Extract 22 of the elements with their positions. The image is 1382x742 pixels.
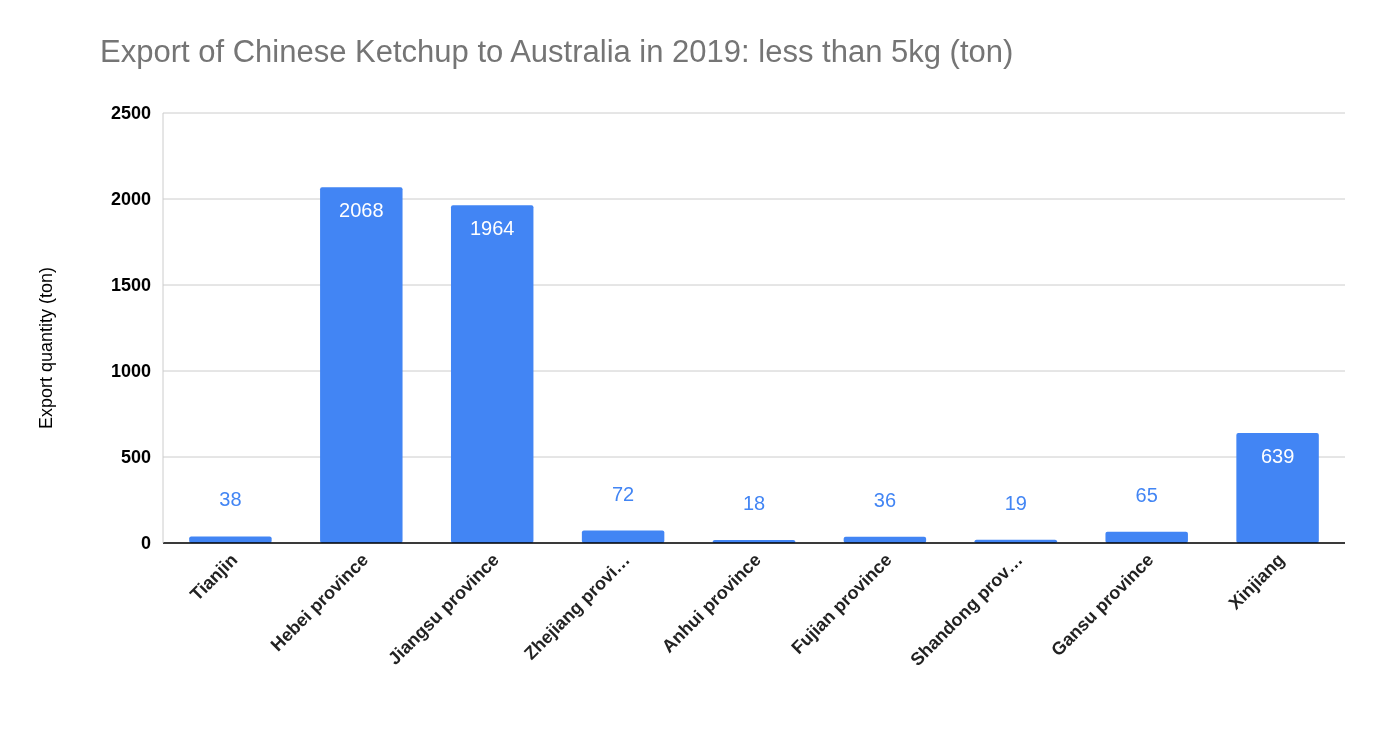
y-tick-label: 1000 bbox=[110, 361, 151, 382]
bar bbox=[320, 187, 403, 543]
chart-title: Export of Chinese Ketchup to Australia in 2019: less than 5kg (ton) bbox=[100, 34, 1014, 69]
y-tick-label: 500 bbox=[120, 447, 151, 468]
data-label: 72 bbox=[611, 482, 635, 505]
data-label: 2068 bbox=[339, 199, 384, 222]
y-tick-label: 2500 bbox=[110, 103, 151, 124]
y-axis-title: Export quantity (ton) bbox=[36, 266, 56, 430]
data-label: 639 bbox=[1260, 445, 1295, 468]
data-label: 38 bbox=[219, 488, 242, 511]
bar bbox=[189, 536, 272, 543]
data-label: 18 bbox=[742, 491, 766, 514]
data-label: 1964 bbox=[469, 217, 515, 240]
bar bbox=[1105, 531, 1188, 543]
data-label: 36 bbox=[873, 488, 897, 511]
y-tick-label: 2000 bbox=[110, 189, 151, 210]
y-tick-label: 1500 bbox=[110, 275, 151, 296]
data-label: 19 bbox=[1004, 491, 1027, 514]
bar bbox=[450, 205, 534, 543]
bar bbox=[1236, 433, 1319, 543]
data-label: 65 bbox=[1135, 483, 1158, 506]
y-tick-label: 0 bbox=[140, 533, 151, 554]
